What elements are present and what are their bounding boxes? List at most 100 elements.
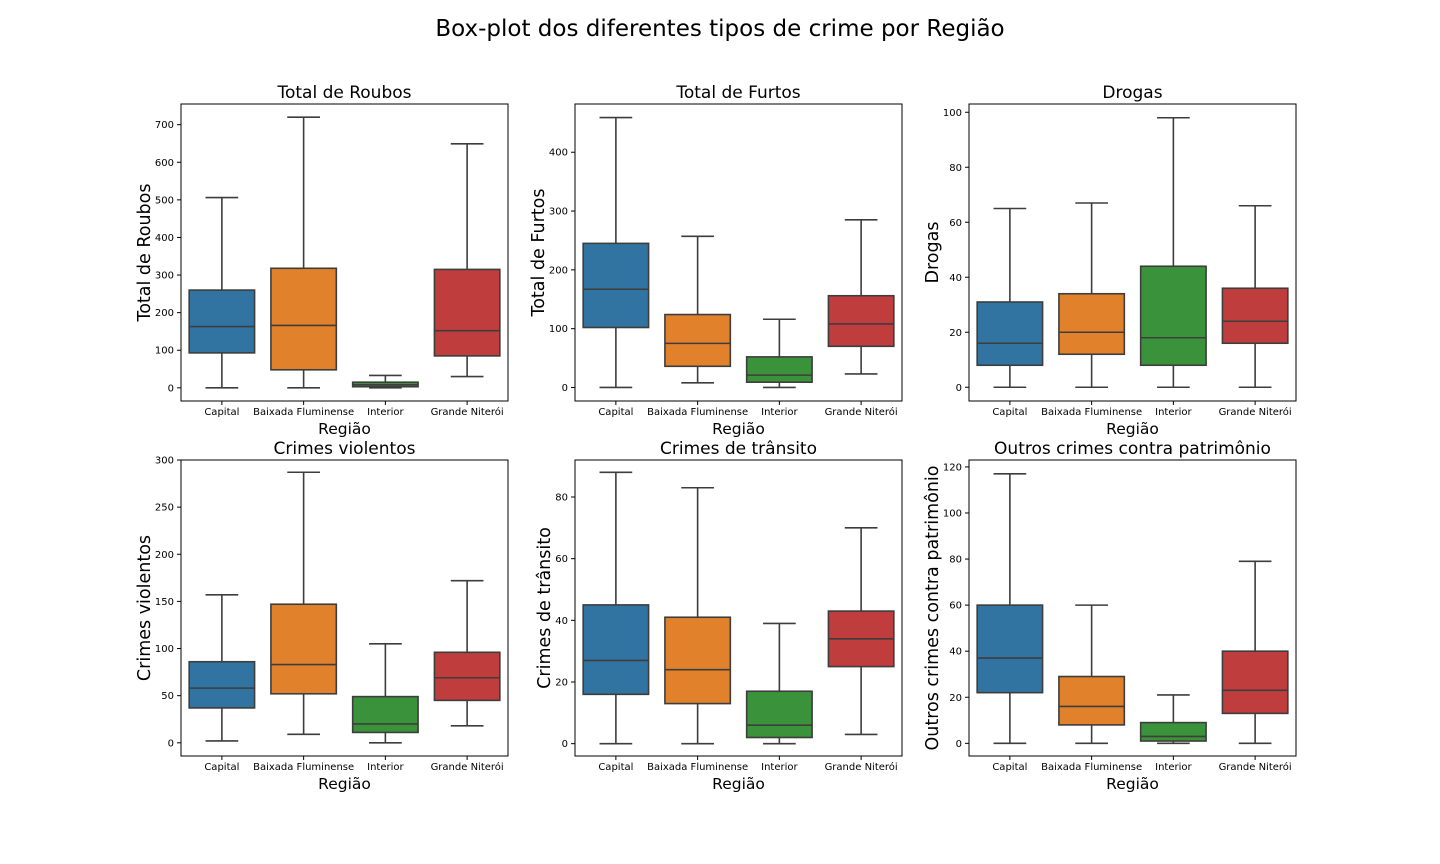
- y-tick-label: 300: [155, 271, 174, 282]
- y-tick-label: 0: [562, 739, 568, 750]
- y-tick-label: 150: [155, 597, 174, 608]
- box-baixada-fluminense: [270, 471, 338, 736]
- box-grande-niterói: [827, 219, 895, 375]
- y-tick-label: 60: [555, 554, 568, 565]
- box-baixada-fluminense: [664, 486, 732, 745]
- box-interior: [745, 318, 813, 389]
- y-tick-label: 80: [949, 163, 962, 174]
- y-tick-label: 700: [155, 120, 174, 131]
- iqr-box: [664, 616, 732, 705]
- iqr-box: [1139, 721, 1207, 742]
- iqr-box: [582, 604, 650, 696]
- subplot-title: Outros crimes contra patrimônio: [994, 439, 1271, 459]
- box-interior: [1139, 116, 1207, 389]
- x-axis-label: Região: [712, 420, 765, 438]
- y-tick-label: 80: [555, 493, 568, 504]
- subplot-title: Total de Furtos: [675, 83, 800, 103]
- x-tick-label: Grande Niterói: [431, 406, 504, 418]
- box-capital: [582, 471, 650, 745]
- y-tick-label: 500: [155, 195, 174, 206]
- y-tick-label: 0: [168, 383, 174, 394]
- y-tick-label: 20: [949, 328, 962, 339]
- y-tick-label: 40: [555, 616, 568, 627]
- y-tick-label: 0: [562, 383, 568, 394]
- x-tick-label: Capital: [992, 762, 1027, 773]
- x-tick-label: Baixada Fluminense: [647, 407, 748, 418]
- iqr-box: [188, 660, 256, 709]
- x-tick-label: Capital: [204, 762, 239, 773]
- x-tick-label: Baixada Fluminense: [253, 407, 354, 418]
- y-tick-label: 120: [943, 462, 962, 473]
- box-grande-niterói: [433, 579, 501, 727]
- box-grande-niterói: [827, 527, 895, 736]
- y-tick-label: 80: [949, 555, 962, 566]
- y-axis-label: Drogas: [923, 222, 943, 284]
- x-tick-label: Baixada Fluminense: [253, 762, 354, 773]
- y-tick-label: 100: [943, 108, 962, 119]
- y-tick-label: 0: [956, 383, 962, 394]
- axes-frame: [574, 103, 903, 402]
- x-tick-label: Baixada Fluminense: [647, 762, 748, 773]
- iqr-box: [1058, 292, 1126, 356]
- y-tick-label: 60: [949, 601, 962, 612]
- x-tick-label: Interior: [1155, 407, 1192, 418]
- iqr-box: [745, 356, 813, 383]
- y-tick-label: 100: [155, 346, 174, 357]
- subplot-5: 0 20 40 60 80 Capital Baixada Fluminense Interi…: [535, 439, 903, 793]
- x-tick-label: Capital: [598, 407, 633, 418]
- iqr-box: [1058, 675, 1126, 726]
- x-tick-label: Grande Niterói: [825, 406, 898, 418]
- axes-frame: [574, 459, 903, 757]
- iqr-box: [745, 690, 813, 739]
- y-tick-label: 20: [949, 693, 962, 704]
- y-tick-label: 400: [549, 148, 568, 159]
- x-tick-label: Capital: [992, 407, 1027, 418]
- y-tick-label: 20: [555, 678, 568, 689]
- y-tick-label: 200: [155, 550, 174, 561]
- box-capital: [188, 196, 256, 389]
- subplot-title: Crimes de trânsito: [660, 439, 817, 459]
- box-grande-niterói: [1221, 560, 1289, 745]
- axes-frame: [968, 459, 1297, 757]
- iqr-box: [1221, 287, 1289, 345]
- iqr-box: [827, 294, 895, 348]
- iqr-box: [433, 268, 501, 357]
- subplot-1: 0 100 200 300 400 500 600 700 Capital Baixada Flu…: [135, 83, 509, 438]
- axes-frame: [180, 103, 509, 402]
- x-tick-label: Interior: [761, 762, 798, 773]
- iqr-box: [976, 604, 1044, 694]
- y-tick-label: 100: [943, 508, 962, 519]
- y-tick-label: 40: [949, 647, 962, 658]
- box-capital: [582, 116, 650, 389]
- box-interior: [745, 622, 813, 745]
- subplot-2: 0 100 200 300 400 Capital Baixada Fluminense In…: [529, 83, 903, 438]
- x-tick-label: Baixada Fluminense: [1041, 762, 1142, 773]
- axes-frame: [968, 103, 1297, 402]
- x-tick-label: Grande Niterói: [431, 761, 504, 773]
- y-tick-label: 200: [155, 308, 174, 319]
- x-axis-label: Região: [712, 775, 765, 793]
- iqr-box: [1139, 265, 1207, 367]
- subplot-6: 0 20 40 60 80 100 120 Capital Baixada Fluminense…: [923, 439, 1297, 793]
- iqr-box: [1221, 650, 1289, 715]
- y-axis-label: Total de Furtos: [529, 189, 549, 318]
- axes-frame: [180, 459, 509, 757]
- x-tick-label: Interior: [367, 407, 404, 418]
- box-baixada-fluminense: [664, 235, 732, 384]
- y-tick-label: 300: [549, 207, 568, 218]
- box-baixada-fluminense: [270, 116, 338, 389]
- y-tick-label: 600: [155, 158, 174, 169]
- x-axis-label: Região: [1106, 420, 1159, 438]
- y-tick-label: 100: [549, 324, 568, 335]
- x-tick-label: Interior: [1155, 762, 1192, 773]
- y-axis-label: Outros crimes contra patrimônio: [923, 465, 943, 750]
- y-tick-label: 0: [956, 739, 962, 750]
- x-axis-label: Região: [318, 775, 371, 793]
- y-tick-label: 200: [549, 265, 568, 276]
- x-tick-label: Interior: [367, 762, 404, 773]
- subplot-title: Total de Roubos: [276, 83, 411, 103]
- box-grande-niterói: [1221, 204, 1289, 389]
- box-interior: [1139, 694, 1207, 745]
- box-interior: [351, 374, 419, 389]
